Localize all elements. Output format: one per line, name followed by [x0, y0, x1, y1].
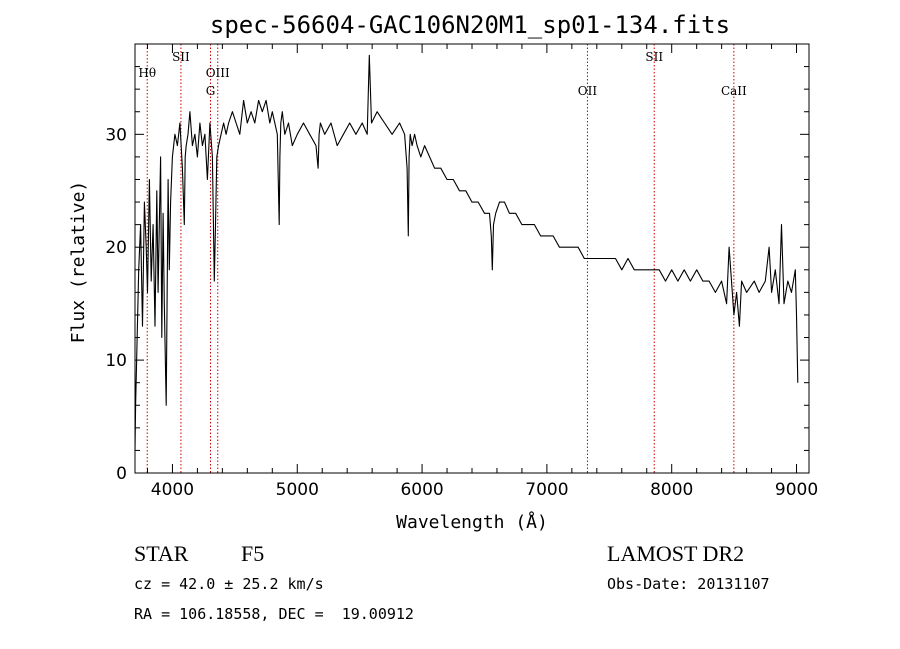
x-tick-label: 6000 [400, 480, 443, 500]
spectrum-line [134, 54, 799, 451]
plot-frame [134, 43, 810, 474]
marker-label: SII [172, 50, 190, 64]
marker-label: OII [578, 84, 598, 98]
marker-label: SII [645, 50, 663, 64]
object-class: STAR [134, 541, 189, 566]
marker-label: OIII [206, 66, 230, 80]
object-subclass: F5 [241, 541, 265, 566]
line-marker-labels: Hθ SII OIII G OII SII CaII [138, 50, 747, 98]
y-tick-label: 30 [105, 125, 127, 145]
marker-label: Hθ [138, 66, 156, 80]
chart-title: spec-56604-GAC106N20M1_sp01-134.fits [210, 11, 730, 39]
y-axis-label: Flux (relative) [68, 181, 89, 344]
axis-tick-labels: 4000 5000 6000 7000 8000 9000 0 10 20 30 [105, 125, 818, 500]
x-tick-label: 5000 [276, 480, 319, 500]
x-tick-label: 9000 [775, 480, 818, 500]
y-tick-label: 20 [105, 238, 127, 258]
line-markers [146, 44, 735, 473]
y-tick-label: 0 [116, 464, 127, 484]
spectrum-series [134, 54, 799, 451]
x-tick-label: 7000 [525, 480, 568, 500]
y-tick-label: 10 [105, 351, 127, 371]
observation-date: Obs-Date: 20131107 [607, 575, 770, 593]
marker-label: G [206, 84, 216, 98]
x-axis-label: Wavelength (Å) [396, 511, 548, 533]
survey-name: LAMOST DR2 [607, 541, 745, 566]
axis-ticks [135, 43, 809, 474]
x-tick-label: 8000 [650, 480, 693, 500]
marker-label: CaII [721, 84, 747, 98]
redshift-velocity: cz = 42.0 ± 25.2 km/s [134, 575, 324, 593]
x-tick-label: 4000 [151, 480, 194, 500]
sky-coordinates: RA = 106.18558, DEC = 19.00912 [134, 605, 414, 623]
